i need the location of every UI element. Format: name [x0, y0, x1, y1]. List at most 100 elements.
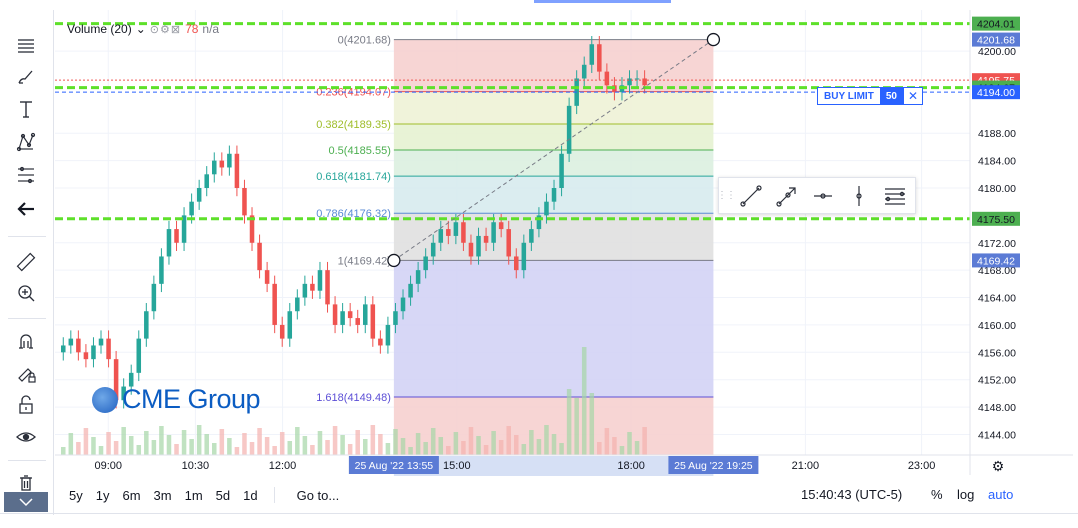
candle-body[interactable]	[385, 324, 391, 346]
settings-gear-icon[interactable]: ⚙	[992, 458, 1005, 474]
back-arrow-icon[interactable]	[8, 194, 44, 224]
buy-limit-order[interactable]: BUY LIMIT 50 ✕	[817, 87, 924, 105]
candle-body[interactable]	[521, 242, 527, 271]
candle-body[interactable]	[257, 242, 262, 271]
candle-body[interactable]	[340, 311, 345, 325]
go-to-button[interactable]: Go to...	[296, 487, 340, 503]
eye-icon[interactable]	[8, 422, 44, 452]
candle-body[interactable]	[227, 153, 232, 168]
candle-body[interactable]	[491, 222, 496, 243]
lock-drawing-icon[interactable]	[8, 358, 44, 388]
candle-body[interactable]	[234, 153, 240, 188]
candle-body[interactable]	[438, 229, 444, 243]
candle-body[interactable]	[347, 311, 353, 319]
auto-scale-button[interactable]: auto	[988, 487, 1014, 502]
candle-body[interactable]	[272, 283, 277, 325]
candle-body[interactable]	[302, 283, 308, 298]
chevron-down-icon[interactable]: ⌄	[135, 22, 146, 36]
candle-body[interactable]	[279, 324, 285, 339]
candle-body[interactable]	[68, 338, 74, 346]
candle-body[interactable]	[61, 345, 66, 353]
candle-body[interactable]	[642, 78, 647, 86]
candle-body[interactable]	[249, 215, 255, 243]
range-1d-button[interactable]: 1d	[243, 487, 258, 503]
candle-body[interactable]	[634, 78, 640, 80]
zoom-in-icon[interactable]	[8, 278, 44, 308]
candle-body[interactable]	[355, 318, 360, 325]
candle-body[interactable]	[430, 242, 436, 257]
candle-body[interactable]	[310, 283, 315, 291]
ray-icon[interactable]	[769, 178, 805, 213]
fib-trend-line[interactable]	[393, 39, 714, 261]
candle-body[interactable]	[446, 229, 451, 236]
candle-body[interactable]	[408, 283, 413, 298]
trend-line-icon[interactable]	[733, 178, 769, 213]
candle-body[interactable]	[566, 105, 572, 154]
magnet-icon[interactable]	[8, 326, 44, 356]
range-6m-button[interactable]: 6m	[122, 487, 141, 503]
fib-anchor-handle[interactable]	[706, 32, 721, 47]
cancel-order-icon[interactable]: ✕	[902, 88, 922, 104]
candle-body[interactable]	[264, 270, 270, 284]
chart-pane[interactable]: 0(4201.68) 0.236(4194.07) 0.382(4189.35) 0.…	[55, 10, 1073, 515]
drag-handle-icon[interactable]: ⋮⋮	[717, 190, 736, 201]
candle-body[interactable]	[498, 222, 504, 230]
candle-body[interactable]	[174, 229, 179, 243]
candle-body[interactable]	[204, 174, 209, 188]
clock-timezone[interactable]: 15:40:43 (UTC-5)	[801, 487, 903, 502]
candle-body[interactable]	[529, 229, 534, 243]
price-chart[interactable]: 0(4201.68) 0.236(4194.07) 0.382(4189.35) 0.…	[55, 10, 1073, 515]
horizontal-ray-icon[interactable]	[805, 178, 841, 213]
candle-body[interactable]	[113, 359, 119, 401]
candle-body[interactable]	[295, 297, 300, 312]
candle-body[interactable]	[581, 64, 587, 79]
candle-body[interactable]	[597, 44, 602, 72]
candle-body[interactable]	[189, 201, 194, 216]
candle-body[interactable]	[536, 215, 542, 230]
candle-body[interactable]	[415, 270, 421, 284]
candle-body[interactable]	[181, 215, 187, 243]
candle-body[interactable]	[166, 229, 172, 257]
range-3m-button[interactable]: 3m	[153, 487, 172, 503]
candle-body[interactable]	[196, 188, 202, 202]
candle-body[interactable]	[551, 188, 557, 202]
candle-body[interactable]	[544, 201, 549, 216]
text-tool-icon[interactable]	[8, 94, 44, 124]
candle-body[interactable]	[461, 222, 466, 243]
candle-body[interactable]	[91, 345, 96, 360]
candle-body[interactable]	[589, 44, 595, 65]
candle-body[interactable]	[212, 160, 217, 175]
range-1y-button[interactable]: 1y	[95, 487, 110, 503]
candle-body[interactable]	[559, 153, 564, 188]
candle-body[interactable]	[514, 256, 519, 271]
trash-icon[interactable]	[8, 468, 44, 498]
brush-icon[interactable]	[8, 62, 44, 92]
candle-body[interactable]	[370, 304, 376, 339]
candle-body[interactable]	[159, 256, 164, 284]
fib-anchor-handle[interactable]	[387, 253, 401, 268]
percent-scale-button[interactable]: %	[931, 487, 943, 502]
candle-body[interactable]	[325, 270, 330, 305]
candle-body[interactable]	[144, 311, 149, 339]
fib-tool-icon[interactable]	[8, 160, 44, 190]
volume-legend-title[interactable]: Volume (20)	[67, 22, 132, 36]
collapse-toolbar-button[interactable]	[4, 492, 48, 512]
range-1m-button[interactable]: 1m	[184, 487, 203, 503]
candle-body[interactable]	[287, 311, 293, 339]
candle-body[interactable]	[468, 242, 474, 257]
candle-body[interactable]	[483, 235, 489, 243]
candle-body[interactable]	[317, 270, 323, 291]
candle-body[interactable]	[423, 256, 428, 271]
fib-retracement-icon[interactable]	[877, 178, 913, 213]
candle-body[interactable]	[378, 338, 383, 346]
candle-body[interactable]	[400, 297, 406, 312]
crosshair-menu-icon[interactable]	[8, 30, 44, 60]
range-5d-button[interactable]: 5d	[215, 487, 231, 503]
candle-body[interactable]	[363, 304, 368, 325]
candle-body[interactable]	[219, 160, 225, 168]
candle-body[interactable]	[128, 372, 134, 387]
candle-body[interactable]	[332, 304, 338, 325]
candle-body[interactable]	[76, 338, 81, 353]
candle-body[interactable]	[83, 352, 89, 360]
vertical-line-icon[interactable]	[841, 178, 877, 213]
